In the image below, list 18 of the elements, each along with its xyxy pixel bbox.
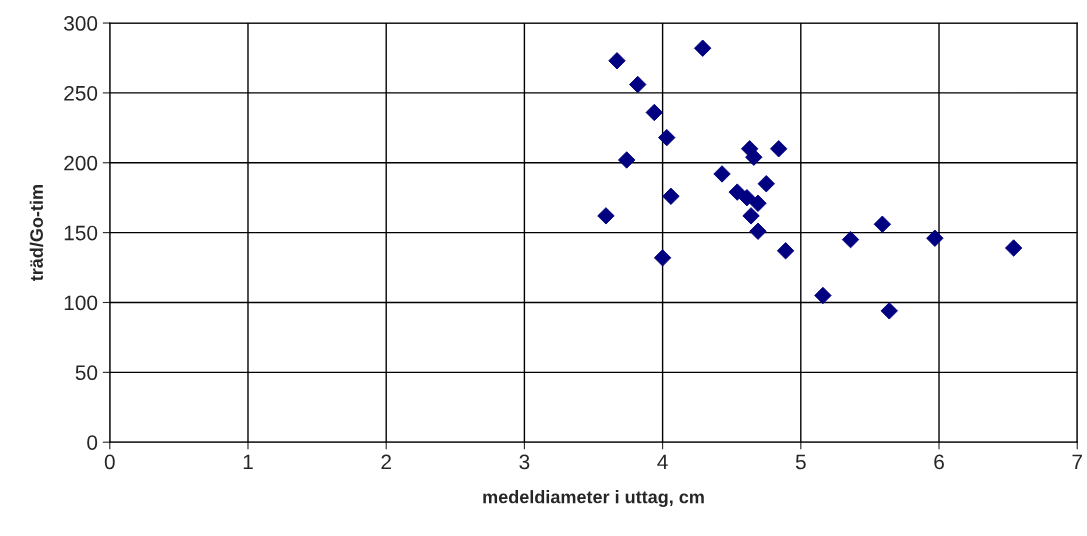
- y-tick-label: 300: [64, 16, 98, 31]
- y-axis-title: träd/Go-tim: [29, 185, 44, 282]
- y-tick-label: 150: [64, 225, 98, 241]
- y-tick-label: 200: [64, 155, 98, 171]
- x-tick-label: 3: [519, 454, 530, 470]
- x-axis-title: medeldiameter i uttag, cm: [483, 490, 704, 507]
- y-tick-label: 100: [64, 295, 98, 311]
- x-tick-label: 2: [381, 454, 391, 470]
- y-tick-label: 0: [87, 435, 98, 450]
- y-tick-label: 250: [64, 85, 98, 101]
- x-tick-label: 1: [243, 454, 253, 470]
- point: [841, 230, 860, 249]
- x-tick-label: 5: [795, 454, 806, 470]
- x-tick-label: 0: [104, 454, 115, 470]
- x-tick-label: 6: [934, 454, 944, 470]
- x-tick-label: 7: [1072, 454, 1082, 470]
- y-tick-label: 50: [75, 365, 98, 381]
- x-tick-label: 4: [657, 454, 668, 470]
